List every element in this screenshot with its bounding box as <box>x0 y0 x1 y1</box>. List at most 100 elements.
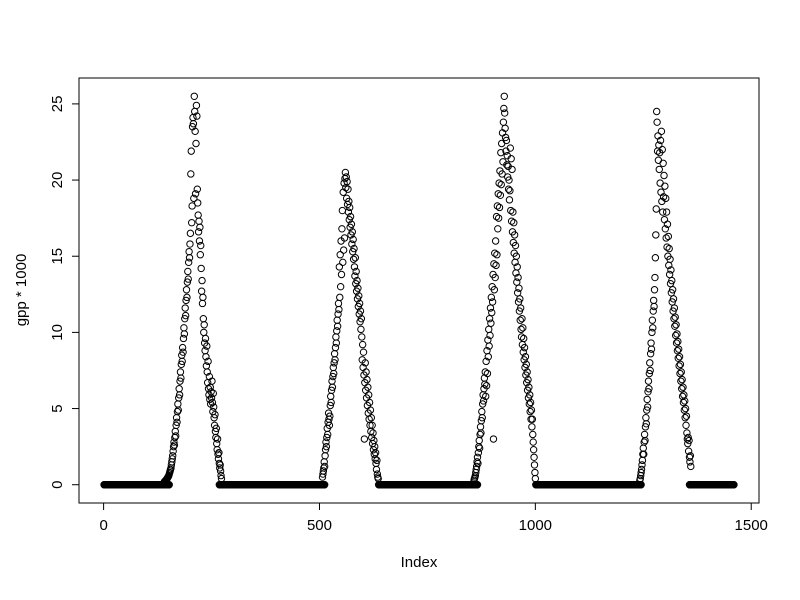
data-point <box>372 465 381 474</box>
data-point <box>650 302 658 311</box>
data-point <box>491 249 499 257</box>
data-point <box>484 353 492 361</box>
data-point <box>668 286 677 294</box>
data-point <box>663 220 672 228</box>
data-point <box>491 237 500 245</box>
data-point <box>515 284 523 292</box>
data-point <box>208 377 216 385</box>
data-point <box>476 430 484 439</box>
data-point <box>340 234 349 242</box>
data-point <box>505 196 514 204</box>
data-point <box>336 293 344 302</box>
data-point <box>210 414 218 422</box>
data-point <box>168 452 177 460</box>
data-point <box>331 343 340 352</box>
data-point <box>678 375 686 384</box>
data-point <box>211 410 219 419</box>
data-point <box>522 360 530 369</box>
data-point <box>170 441 179 449</box>
data-point <box>652 107 661 116</box>
data-point <box>641 423 650 431</box>
data-point <box>369 429 377 437</box>
data-point <box>365 398 374 407</box>
data-point <box>351 254 360 262</box>
data-point <box>325 421 334 430</box>
data-point <box>681 414 689 422</box>
x-axis: 0 500 1000 1500 <box>99 503 768 534</box>
data-point <box>655 141 663 149</box>
data-point <box>216 464 224 472</box>
data-point <box>323 430 332 439</box>
y-tick-label: 10 <box>49 324 66 341</box>
data-point <box>518 314 526 323</box>
data-point <box>181 314 189 323</box>
data-point <box>357 325 365 334</box>
data-point <box>640 438 648 446</box>
data-point <box>523 368 531 376</box>
data-point <box>482 357 490 366</box>
data-point <box>363 375 371 384</box>
data-point <box>507 217 516 225</box>
data-point <box>479 397 488 405</box>
y-axis-label: gpp * 1000 <box>13 254 30 327</box>
data-point <box>359 348 368 356</box>
data-point <box>500 104 508 113</box>
data-point <box>506 187 514 195</box>
y-tick-label: 0 <box>49 481 66 489</box>
data-point <box>658 145 666 154</box>
data-point <box>333 327 341 335</box>
data-point <box>335 305 343 314</box>
data-point <box>189 120 198 128</box>
data-point <box>485 342 493 350</box>
data-point <box>494 214 503 222</box>
data-point <box>506 144 515 152</box>
data-point <box>528 415 537 423</box>
data-point <box>333 322 342 330</box>
data-point <box>197 264 205 273</box>
data-point <box>207 394 216 402</box>
data-point <box>477 429 485 437</box>
data-point <box>187 219 196 227</box>
data-point <box>217 474 226 483</box>
data-point <box>330 369 338 378</box>
data-point <box>336 282 345 291</box>
data-point <box>519 348 527 356</box>
data-point <box>354 284 362 292</box>
data-point <box>182 296 190 305</box>
data-point <box>213 435 222 443</box>
data-point <box>187 170 195 178</box>
data-point <box>214 450 222 458</box>
data-point <box>182 286 191 294</box>
data-point <box>676 360 685 369</box>
data-point <box>662 194 670 203</box>
data-point <box>356 307 365 315</box>
data-point <box>186 240 194 248</box>
data-point <box>174 406 183 414</box>
data-point <box>327 398 335 407</box>
data-point <box>327 386 336 394</box>
data-point <box>330 359 338 367</box>
y-tick-label: 5 <box>49 404 66 412</box>
data-point <box>490 260 498 268</box>
data-point <box>514 273 522 282</box>
data-point <box>178 343 187 352</box>
data-point <box>201 334 210 343</box>
x-tick-label: 1000 <box>519 517 552 534</box>
x-axis-label: Index <box>401 554 438 571</box>
data-point <box>671 313 679 321</box>
data-point <box>329 372 337 381</box>
data-point <box>187 147 195 155</box>
data-point <box>360 435 369 443</box>
data-point <box>516 295 524 303</box>
data-point <box>653 118 661 126</box>
data-point <box>512 252 521 260</box>
data-point <box>323 433 331 442</box>
data-point <box>645 369 654 378</box>
data-point <box>178 357 186 366</box>
data-point <box>638 461 646 469</box>
data-point <box>184 267 192 276</box>
data-point <box>373 470 382 478</box>
data-point <box>344 185 352 193</box>
data-point <box>331 356 339 364</box>
